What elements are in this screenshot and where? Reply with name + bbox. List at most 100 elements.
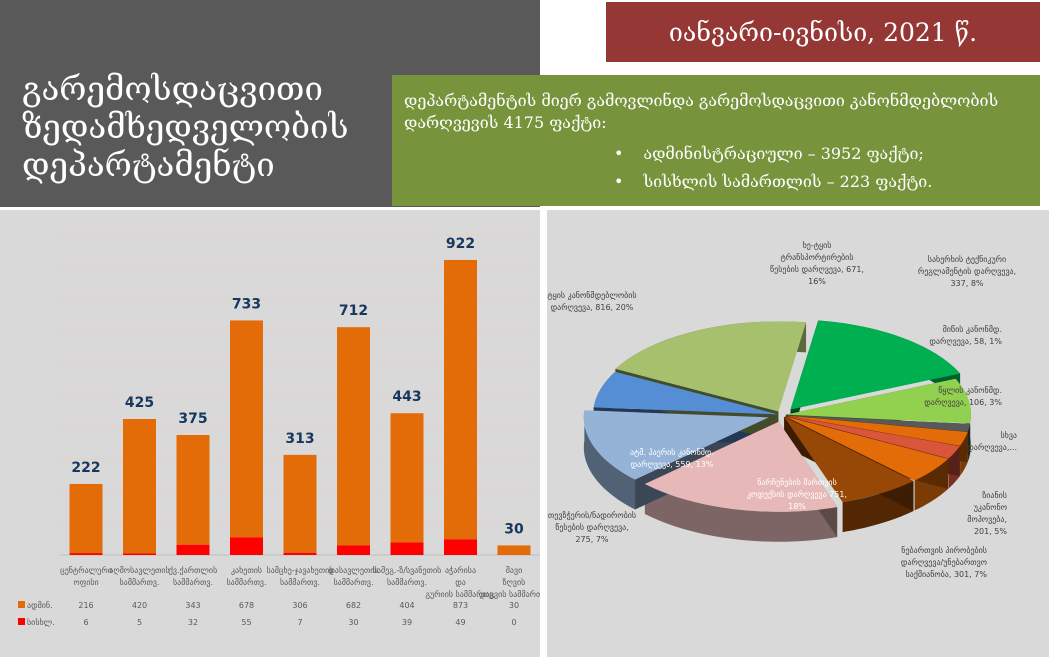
pie-data-label: 275, 7% <box>575 535 608 544</box>
pie-data-label: 16% <box>808 277 826 286</box>
pie-data-label: ნებართვის პირობების <box>901 545 987 555</box>
bar-admin <box>123 419 156 554</box>
category-label: ზღვის <box>503 577 526 587</box>
pie-data-label: კოდექსის დარღვევა 751, <box>747 489 847 499</box>
bar-criminal <box>444 539 477 555</box>
bar-admin <box>390 413 424 543</box>
category-label: შავი <box>506 565 522 575</box>
pie-slice-side <box>583 410 636 510</box>
summary-item: ადმინისტრაციული – 3952 ფაქტი; <box>614 140 1028 168</box>
table-cell-admin: 873 <box>453 601 468 610</box>
pie-slice <box>583 410 769 480</box>
table-cell-criminal: 0 <box>511 618 516 627</box>
table-cell-criminal: 30 <box>348 618 358 627</box>
table-cell-admin: 306 <box>292 601 307 610</box>
pie-slice <box>615 321 807 412</box>
table-cell-criminal: 39 <box>402 618 412 627</box>
pie-data-label: სახერხის ტექნიკური <box>928 254 1006 264</box>
category-label: აღმოსავლეთის <box>109 565 169 575</box>
pie-data-label: დარღვევა, 106, 3% <box>924 397 1002 407</box>
bar-admin <box>283 454 317 553</box>
category-label: და <box>455 578 466 587</box>
period-label: იანვარი-ივნისი, 2021 წ. <box>606 2 1040 62</box>
bar-criminal <box>283 552 317 555</box>
table-cell-admin: 30 <box>509 601 519 610</box>
pie-slice-side <box>644 483 838 542</box>
pie-data-label: დარღვევა, 58, 1% <box>929 336 1002 346</box>
pie-data-label: წესების დარღვევა, <box>555 522 629 532</box>
table-cell-criminal: 7 <box>297 618 302 627</box>
table-cell-admin: 678 <box>239 601 254 610</box>
pie-slice <box>785 415 960 459</box>
pie-data-label: რეგლამენტის დარღვევა, <box>918 266 1016 276</box>
summary-text: დეპარტამენტის მიერ გამოვლინდა გარემოსდაც… <box>404 91 999 132</box>
bar-criminal <box>337 545 370 555</box>
bar-admin <box>497 545 531 555</box>
pie-slice <box>785 415 971 432</box>
category-label: გურიის სამმართვ. <box>425 589 495 599</box>
pie-data-label: ხე-ტყის <box>803 240 832 250</box>
title-line: დეპარტამენტი <box>22 145 275 184</box>
pie-data-label: წესების დარღვევა, 671, <box>770 264 864 274</box>
pie-chart-panel: ხე-ტყის ტრანსპორტირების წესების დარღვევა, … <box>547 210 1049 657</box>
pie-slice <box>785 415 968 446</box>
bar-admin <box>337 327 370 546</box>
bar-admin <box>444 259 477 540</box>
pie-data-label: დარღვევა,... <box>967 442 1017 452</box>
pie-chart: ხე-ტყის ტრანსპორტირების წესების დარღვევა, … <box>547 240 1017 579</box>
table-cell-criminal: 49 <box>455 618 465 627</box>
bar-criminal <box>390 542 424 555</box>
bar-total-label: 712 <box>339 303 368 319</box>
pie-data-label: 18% <box>788 502 806 511</box>
pie-data-label: მოპოვება, <box>967 514 1007 524</box>
title-line: გარემოსდაცვითი <box>22 69 323 108</box>
table-cell-criminal: 55 <box>241 618 251 627</box>
bar-chart: 222 ცენტრალური ოფისი 216 6 425 აღმოსავლეთის სამ… <box>18 234 549 627</box>
pie-slice <box>644 421 838 512</box>
bar-total-label: 222 <box>71 460 100 476</box>
category-label: სამმართვ. <box>387 577 427 587</box>
pie-slice <box>593 371 779 415</box>
bar-criminal <box>176 544 210 555</box>
title-line: ზედამხედველობის <box>22 107 349 146</box>
table-cell-admin: 216 <box>78 601 93 610</box>
legend-label: ადმინ. <box>27 600 53 610</box>
category-label: დასავლეთის <box>328 565 378 575</box>
category-label: დაცვის სამმართვ. <box>479 589 540 599</box>
bar-total-label: 733 <box>232 296 261 312</box>
category-label: ოფისი <box>73 577 98 587</box>
pie-data-label: მიწის კანონმდ. <box>943 324 1002 334</box>
pie-data-label: 201, 5% <box>974 527 1007 536</box>
bar-total-label: 313 <box>285 431 314 447</box>
category-label: სამმართვ. <box>333 577 373 587</box>
table-cell-admin: 343 <box>185 601 200 610</box>
pie-data-label: ტყის კანონმდებლობის <box>547 290 636 300</box>
category-label: სამცხე-ჯავახეთის <box>267 565 334 575</box>
category-label: სამმართვ. <box>226 577 266 587</box>
pie-data-label: 337, 8% <box>950 279 983 288</box>
pie-data-label: დარღვევა/უნებართვო <box>901 557 987 567</box>
legend-label: სისხლ. <box>27 617 55 627</box>
pie-data-label: სხვა <box>1000 430 1017 440</box>
pie-data-label: დარღვევა, 559, 13% <box>631 459 714 469</box>
table-cell-criminal: 32 <box>188 618 198 627</box>
table-cell-admin: 420 <box>132 601 147 610</box>
pie-slice <box>785 416 949 481</box>
pie-slice <box>790 320 961 410</box>
bar-criminal <box>230 537 263 555</box>
pie-data-label: ატმ. ჰაერის კანონმდ. <box>630 447 714 457</box>
pie-data-label: უკანონო <box>974 502 1007 512</box>
pie-data-label: ნარჩენების მართვის <box>757 477 837 487</box>
category-label: სამმართვ. <box>173 577 213 587</box>
bar-admin <box>69 483 103 554</box>
category-label: კახეთის <box>231 565 262 575</box>
pie-data-label: საქმიანობა, 301, 7% <box>905 569 987 579</box>
category-label: აჭარისა <box>445 565 476 575</box>
category-label: სამეგ.-ზ/სვანეთის <box>373 565 442 575</box>
pie-data-label: ტრანსპორტირების <box>780 252 853 262</box>
bar-total-label: 443 <box>392 389 421 405</box>
pie-slice <box>785 378 971 424</box>
table-cell-admin: 682 <box>346 601 361 610</box>
category-label: სამმართვ. <box>119 577 159 587</box>
summary-box: დეპარტამენტის მიერ გამოვლინდა გარემოსდაც… <box>392 75 1040 206</box>
